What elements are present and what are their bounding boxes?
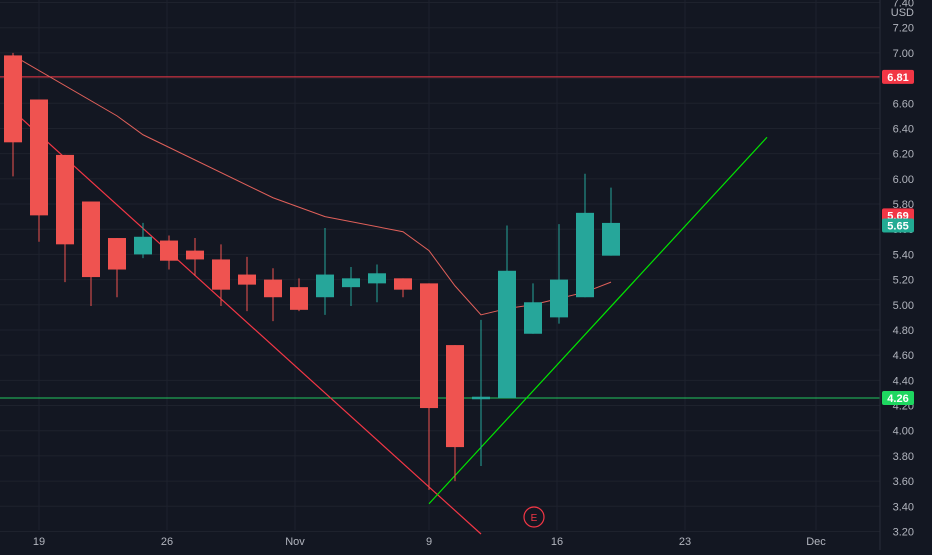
candle-up[interactable] bbox=[134, 222, 152, 259]
last-price-badge: 5.65 bbox=[887, 220, 908, 232]
price-tick-label: 7.20 bbox=[893, 23, 914, 35]
price-tick-label: 5.80 bbox=[893, 199, 914, 211]
price-tick-label: 5.20 bbox=[893, 275, 914, 287]
candle-body bbox=[420, 283, 438, 409]
candle-body bbox=[446, 345, 464, 448]
trendline bbox=[428, 136, 768, 505]
candle-body bbox=[498, 270, 516, 398]
last-price-badge-bg bbox=[882, 218, 914, 233]
price-tick-label: 3.80 bbox=[893, 451, 914, 463]
candle-body bbox=[342, 278, 360, 288]
candle-down[interactable] bbox=[264, 268, 282, 322]
price-badges: 6.814.265.695.65 bbox=[882, 69, 914, 405]
candle-body bbox=[524, 302, 542, 334]
candle-body bbox=[394, 278, 412, 290]
candle-down[interactable] bbox=[212, 244, 230, 307]
horizontal-level-lines bbox=[0, 76, 880, 399]
candle-body bbox=[472, 396, 490, 400]
candle-down[interactable] bbox=[160, 235, 178, 270]
price-tick-label: 6.20 bbox=[893, 149, 914, 161]
trendlines bbox=[12, 110, 768, 535]
level-price-badge-bg bbox=[882, 390, 914, 405]
time-tick-label: 26 bbox=[161, 536, 173, 548]
candle-down[interactable] bbox=[56, 154, 74, 283]
moving-average-line bbox=[12, 54, 612, 316]
price-tick-label: 7.40 bbox=[893, 0, 914, 10]
candle-up[interactable] bbox=[498, 225, 516, 398]
candle-body bbox=[264, 279, 282, 298]
price-tick-label: 3.60 bbox=[893, 476, 914, 488]
candle-up[interactable] bbox=[472, 319, 490, 466]
candle-body bbox=[576, 212, 594, 298]
time-tick-label: Dec bbox=[806, 536, 826, 548]
time-axis[interactable]: 19 26 Nov 9 16 23 Dec bbox=[33, 536, 826, 548]
candle-down[interactable] bbox=[290, 278, 308, 312]
time-tick-label: 19 bbox=[33, 536, 45, 548]
price-tick-label: 4.00 bbox=[893, 426, 914, 438]
candle-down[interactable] bbox=[30, 99, 48, 242]
level-price-badge: 6.81 bbox=[887, 72, 908, 84]
candle-body bbox=[186, 250, 204, 260]
price-tick-label: 6.00 bbox=[893, 174, 914, 186]
candle-up[interactable] bbox=[316, 227, 334, 315]
candle-body bbox=[134, 236, 152, 255]
time-tick-label: Nov bbox=[285, 536, 305, 548]
price-tick-label: 4.40 bbox=[893, 375, 914, 387]
candle-body bbox=[56, 154, 74, 245]
earnings-marker-label: E bbox=[531, 513, 538, 524]
candle-down[interactable] bbox=[186, 238, 204, 276]
candle-body bbox=[160, 240, 178, 261]
candle-body bbox=[290, 287, 308, 310]
candle-up[interactable] bbox=[602, 187, 620, 256]
price-tick-label: 6.40 bbox=[893, 123, 914, 135]
candle-down[interactable] bbox=[82, 201, 100, 307]
moving-average bbox=[12, 54, 612, 316]
time-tick-label: 23 bbox=[679, 536, 691, 548]
candle-down[interactable] bbox=[420, 283, 438, 490]
candle-down[interactable] bbox=[394, 278, 412, 298]
price-tick-label: 5.00 bbox=[893, 300, 914, 312]
time-tick-label: 16 bbox=[551, 536, 563, 548]
time-tick-label: 9 bbox=[426, 536, 432, 548]
candle-body bbox=[238, 274, 256, 285]
event-marker[interactable]: E bbox=[523, 506, 545, 528]
price-tick-label: 6.60 bbox=[893, 98, 914, 110]
price-tick-label: 7.00 bbox=[893, 48, 914, 60]
candle-up[interactable] bbox=[550, 224, 568, 324]
candle-up[interactable] bbox=[368, 264, 386, 303]
earnings-marker-circle[interactable] bbox=[523, 506, 545, 528]
candle-body bbox=[30, 99, 48, 216]
candle-down[interactable] bbox=[238, 256, 256, 312]
candle-body bbox=[602, 222, 620, 256]
candle-body bbox=[108, 238, 126, 270]
level-price-badge: 4.26 bbox=[887, 393, 908, 405]
candle-up[interactable] bbox=[342, 267, 360, 307]
candle-body bbox=[82, 201, 100, 278]
level-price-badge-bg bbox=[882, 69, 914, 84]
candle-body bbox=[4, 55, 22, 143]
candles[interactable] bbox=[4, 52, 620, 490]
candle-body bbox=[316, 274, 334, 298]
candle-body bbox=[212, 259, 230, 290]
candle-up[interactable] bbox=[524, 283, 542, 334]
candle-down[interactable] bbox=[108, 238, 126, 298]
price-tick-label: 3.20 bbox=[893, 526, 914, 538]
candle-body bbox=[368, 273, 386, 284]
candle-up[interactable] bbox=[576, 173, 594, 298]
price-tick-label: 4.80 bbox=[893, 325, 914, 337]
price-tick-label: 3.40 bbox=[893, 501, 914, 513]
price-tick-label: 4.60 bbox=[893, 350, 914, 362]
trendline bbox=[12, 110, 482, 535]
candle-down[interactable] bbox=[4, 52, 22, 177]
candle-down[interactable] bbox=[446, 345, 464, 482]
price-tick-label: 5.40 bbox=[893, 249, 914, 261]
candle-body bbox=[550, 279, 568, 318]
currency-label: USD bbox=[891, 7, 914, 19]
